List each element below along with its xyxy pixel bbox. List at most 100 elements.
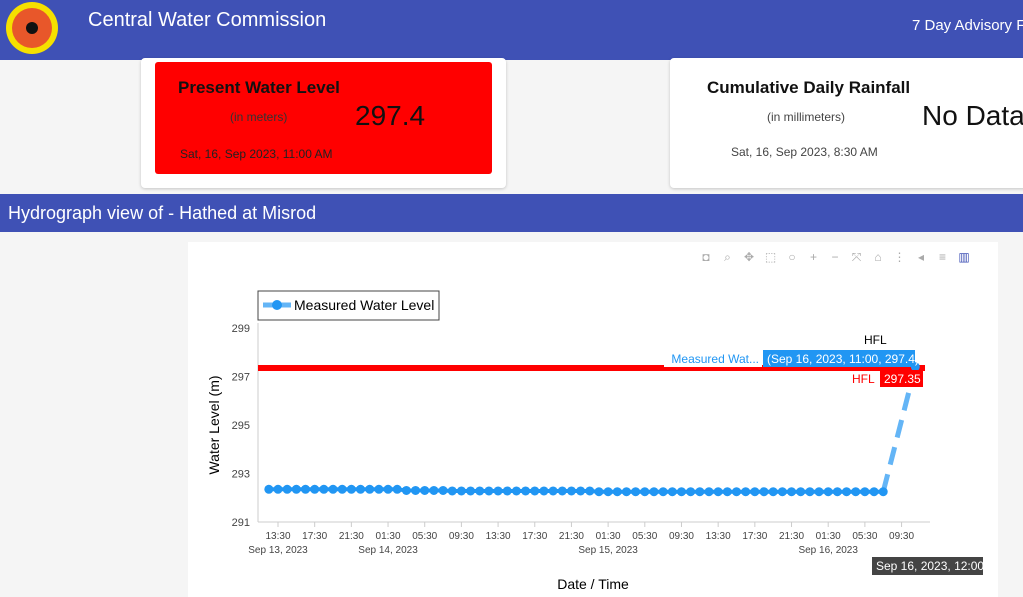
data-point bbox=[823, 487, 833, 497]
rainfall-card: Cumulative Daily Rainfall (in millimeter… bbox=[670, 58, 1023, 188]
data-point bbox=[576, 486, 586, 496]
home-icon[interactable]: ⌂ bbox=[874, 250, 882, 264]
hover-name-bg bbox=[664, 352, 762, 367]
data-point bbox=[832, 487, 842, 497]
x-tick-label: 21:30 bbox=[339, 531, 364, 542]
app-title: Central Water Commission bbox=[88, 9, 327, 31]
data-point bbox=[557, 486, 567, 496]
hfl-annotation: HFL bbox=[864, 333, 887, 347]
x-tick-label: 09:30 bbox=[889, 531, 914, 542]
rain-timestamp: Sat, 16, Sep 2023, 8:30 AM bbox=[731, 145, 878, 159]
x-tick-date: Sep 13, 2023 bbox=[248, 545, 308, 556]
y-tick-label: 299 bbox=[232, 323, 250, 335]
x-tick-date: Sep 16, 2023 bbox=[798, 545, 858, 556]
x-tick-label: 05:30 bbox=[632, 531, 657, 542]
data-point bbox=[621, 487, 631, 497]
data-point bbox=[502, 486, 512, 496]
data-point bbox=[401, 485, 411, 495]
data-point bbox=[273, 484, 283, 494]
water-level-panel: Present Water Level (in meters) 297.4 Sa… bbox=[155, 62, 492, 174]
series-gap-line bbox=[880, 366, 918, 493]
data-point bbox=[420, 485, 430, 495]
hfl-hover-value: 297.35 bbox=[884, 372, 921, 386]
autoscale-icon[interactable]: ⤧ bbox=[851, 250, 862, 264]
data-point bbox=[447, 486, 457, 496]
data-point bbox=[337, 484, 347, 494]
x-tick-label: 21:30 bbox=[779, 531, 804, 542]
rain-title: Cumulative Daily Rainfall bbox=[707, 78, 911, 97]
data-point bbox=[878, 487, 888, 497]
y-tick-label: 295 bbox=[232, 420, 250, 432]
camera-icon[interactable]: ◘ bbox=[702, 250, 710, 264]
data-point bbox=[658, 487, 668, 497]
data-point bbox=[814, 487, 824, 497]
zoom-icon[interactable]: ⌕ bbox=[724, 250, 731, 264]
data-point bbox=[676, 487, 686, 497]
data-point bbox=[530, 486, 540, 496]
data-point bbox=[686, 487, 696, 497]
hover-series-name: Measured Wat... bbox=[671, 352, 759, 366]
data-point bbox=[860, 487, 870, 497]
data-point bbox=[722, 487, 732, 497]
data-point bbox=[328, 484, 338, 494]
data-point bbox=[383, 484, 393, 494]
data-point bbox=[759, 487, 769, 497]
x-axis-title: Date / Time bbox=[557, 576, 629, 592]
x-tick-date: Sep 14, 2023 bbox=[358, 545, 418, 556]
data-point bbox=[411, 485, 421, 495]
zoom-in-icon[interactable]: + bbox=[809, 250, 817, 264]
data-point bbox=[548, 486, 558, 496]
level-unit: (in meters) bbox=[230, 110, 288, 124]
data-point bbox=[805, 487, 815, 497]
data-point bbox=[704, 487, 714, 497]
section-title: Hydrograph view of - Hathed at Misrod bbox=[0, 194, 1023, 232]
data-point bbox=[539, 486, 549, 496]
plotly-logo-icon[interactable]: ▥ bbox=[958, 250, 970, 264]
data-point bbox=[768, 487, 778, 497]
x-tick-label: 09:30 bbox=[449, 531, 474, 542]
data-point bbox=[264, 484, 274, 494]
cwc-logo bbox=[6, 2, 58, 54]
data-point bbox=[842, 487, 852, 497]
data-point bbox=[640, 487, 650, 497]
data-point bbox=[346, 484, 356, 494]
level-value: 297.4 bbox=[355, 100, 426, 131]
rain-value: No Data bbox=[922, 100, 1023, 131]
x-tick-label: 13:30 bbox=[265, 531, 290, 542]
hfl-hover-name: HFL bbox=[852, 372, 875, 386]
data-point bbox=[695, 487, 705, 497]
rain-unit: (in millimeters) bbox=[767, 110, 845, 124]
x-tick-label: 17:30 bbox=[742, 531, 767, 542]
x-tick-label: 09:30 bbox=[669, 531, 694, 542]
lasso-icon[interactable]: ○ bbox=[788, 250, 796, 264]
zoom-out-icon[interactable]: − bbox=[831, 250, 839, 264]
hover-compare-icon[interactable]: ≡ bbox=[938, 250, 946, 264]
advisory-link[interactable]: 7 Day Advisory F bbox=[912, 17, 1023, 34]
level-title: Present Water Level bbox=[178, 78, 340, 97]
data-point bbox=[356, 484, 366, 494]
y-axis-title: Water Level (m) bbox=[206, 375, 222, 474]
data-point bbox=[291, 484, 301, 494]
x-tick-label: 13:30 bbox=[486, 531, 511, 542]
data-point bbox=[741, 487, 751, 497]
x-tick-label: 21:30 bbox=[559, 531, 584, 542]
spike-icon[interactable]: ⋮ bbox=[893, 250, 906, 264]
data-point bbox=[603, 487, 613, 497]
pan-icon[interactable]: ✥ bbox=[743, 250, 755, 264]
x-tick-label: 05:30 bbox=[412, 531, 437, 542]
hfl-hover-bg bbox=[880, 370, 923, 387]
x-tick-label: 01:30 bbox=[816, 531, 841, 542]
x-tick-label: 05:30 bbox=[852, 531, 877, 542]
data-point bbox=[777, 487, 787, 497]
box-select-icon[interactable]: ⬚ bbox=[764, 250, 777, 264]
top-bar: Central Water Commission 7 Day Advisory … bbox=[0, 0, 1023, 60]
hover-value: (Sep 16, 2023, 11:00, 297.4) bbox=[767, 352, 919, 366]
data-point bbox=[493, 486, 503, 496]
data-point bbox=[649, 487, 659, 497]
x-tick-label: 17:30 bbox=[522, 531, 547, 542]
data-point bbox=[301, 484, 311, 494]
data-point bbox=[713, 487, 723, 497]
hover-closest-icon[interactable]: ◂ bbox=[917, 250, 925, 264]
x-hover-label: Sep 16, 2023, 12:00 bbox=[876, 559, 984, 573]
